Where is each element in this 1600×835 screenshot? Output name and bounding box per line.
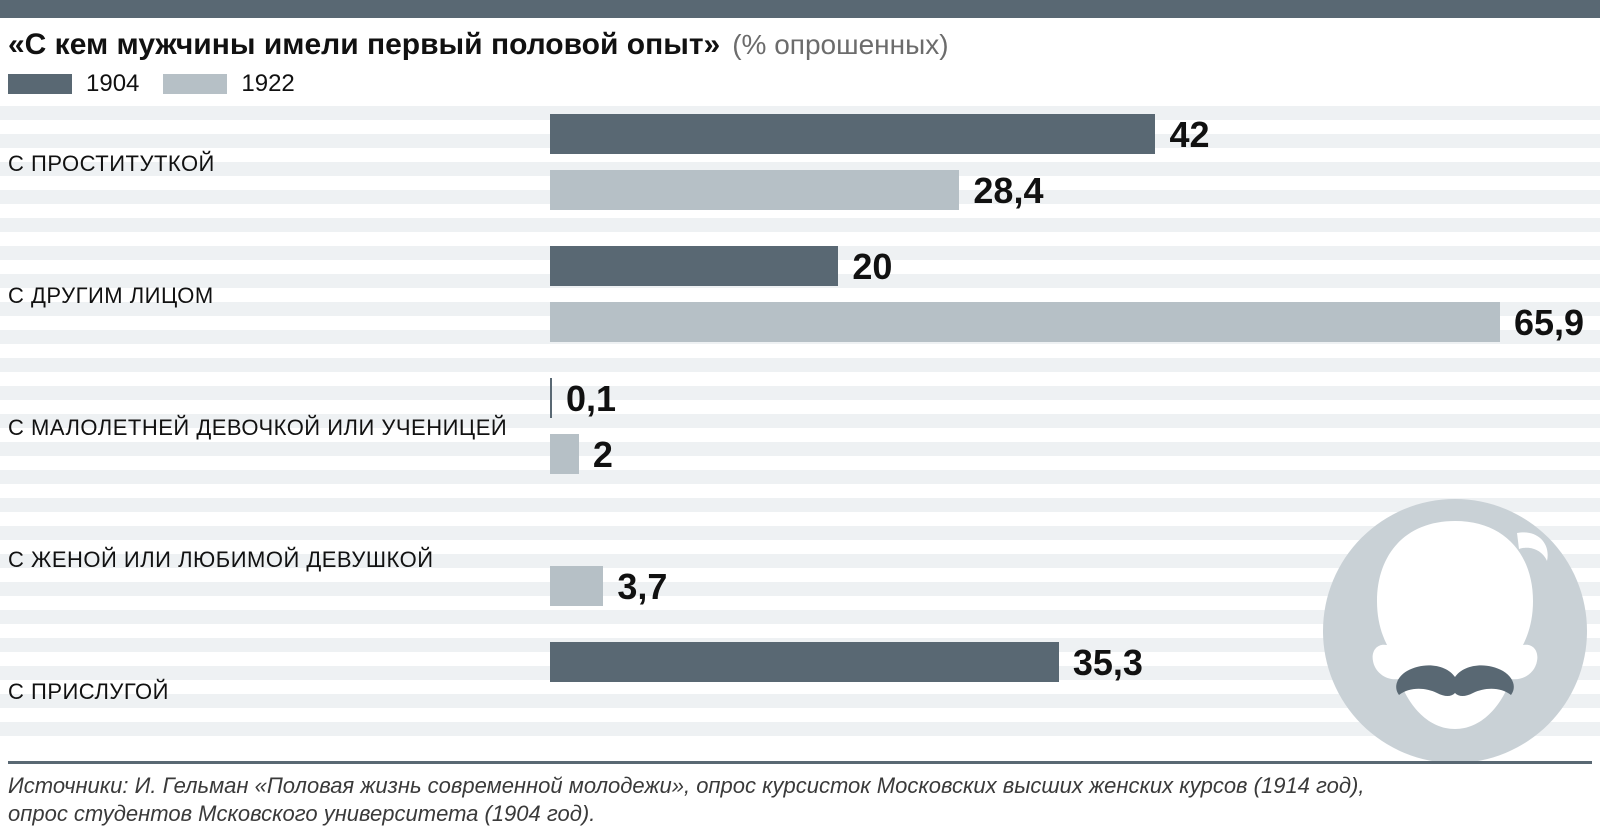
bar-row: 0,1 (550, 378, 1600, 418)
source-line-2: опрос студентов Мсковского университета … (8, 801, 595, 826)
bar-1922 (550, 302, 1500, 342)
title-row: «С кем мужчины имели первый половой опыт… (0, 18, 1600, 70)
legend-swatch-1904 (8, 74, 72, 94)
category-label: С ПРОСТИТУТКОЙ (8, 151, 215, 177)
category-label: С ЖЕНОЙ ИЛИ ЛЮБИМОЙ ДЕВУШКОЙ (8, 547, 434, 573)
bar-row: 2 (550, 434, 1600, 474)
category-label: С ДРУГИМ ЛИЦОМ (8, 283, 214, 309)
footer: Источники: И. Гельман «Половая жизнь сов… (8, 761, 1592, 827)
bar-value-label: 28,4 (973, 170, 1043, 212)
legend-swatch-1922 (163, 74, 227, 94)
source-text: Источники: И. Гельман «Половая жизнь сов… (8, 772, 1592, 827)
bar-row: 3,7 (550, 566, 1600, 606)
bar-1922 (550, 566, 603, 606)
legend-label-1922: 1922 (241, 70, 294, 98)
footer-rule (8, 761, 1592, 764)
plot-area: С ПРОСТИТУТКОЙ 42 28,4 С ДРУГИМ ЛИЦОМ 20 65,9… (0, 106, 1600, 746)
bar-group: С ДРУГИМ ЛИЦОМ 20 65,9 (0, 246, 1600, 342)
bar-1904 (550, 246, 838, 286)
bar-1922 (550, 434, 579, 474)
bar-value-label: 35,3 (1073, 642, 1143, 684)
chart-container: «С кем мужчины имели первый половой опыт… (0, 0, 1600, 835)
legend-item-1922: 1922 (163, 70, 294, 98)
top-rule (0, 0, 1600, 18)
chart-title: «С кем мужчины имели первый половой опыт… (8, 28, 720, 62)
bar-value-label: 3,7 (617, 566, 667, 608)
bar-group: С МАЛОЛЕТНЕЙ ДЕВОЧКОЙ ИЛИ УЧЕНИЦЕЙ 0,1 2 (0, 378, 1600, 474)
bar-row (550, 510, 1600, 550)
bar-groups: С ПРОСТИТУТКОЙ 42 28,4 С ДРУГИМ ЛИЦОМ 20 65,9… (0, 106, 1600, 746)
bar-row: 35,3 (550, 642, 1600, 682)
bar-row: 28,4 (550, 170, 1600, 210)
bar-group: С ПРИСЛУГОЙ 35,3 (0, 642, 1600, 738)
bar-value-label: 65,9 (1514, 302, 1584, 344)
bar-group: С ПРОСТИТУТКОЙ 42 28,4 (0, 114, 1600, 210)
category-label: С ПРИСЛУГОЙ (8, 679, 169, 705)
bar-1904 (550, 114, 1155, 154)
category-label: С МАЛОЛЕТНЕЙ ДЕВОЧКОЙ ИЛИ УЧЕНИЦЕЙ (8, 415, 507, 441)
legend: 1904 1922 (0, 70, 1600, 106)
source-line-1: Источники: И. Гельман «Половая жизнь сов… (8, 773, 1364, 798)
legend-item-1904: 1904 (8, 70, 139, 98)
bar-value-label: 20 (852, 246, 892, 288)
bar-row: 65,9 (550, 302, 1600, 342)
bar-value-label: 42 (1169, 114, 1209, 156)
bar-1922 (550, 170, 959, 210)
bar-row: 20 (550, 246, 1600, 286)
bar-1904 (550, 642, 1059, 682)
bar-row: 42 (550, 114, 1600, 154)
legend-label-1904: 1904 (86, 70, 139, 98)
bar-row (550, 698, 1600, 738)
bar-1904 (550, 378, 552, 418)
bar-group: С ЖЕНОЙ ИЛИ ЛЮБИМОЙ ДЕВУШКОЙ 3,7 (0, 510, 1600, 606)
chart-subtitle: (% опрошенных) (732, 29, 948, 61)
bar-value-label: 0,1 (566, 378, 616, 420)
bar-value-label: 2 (593, 434, 613, 476)
